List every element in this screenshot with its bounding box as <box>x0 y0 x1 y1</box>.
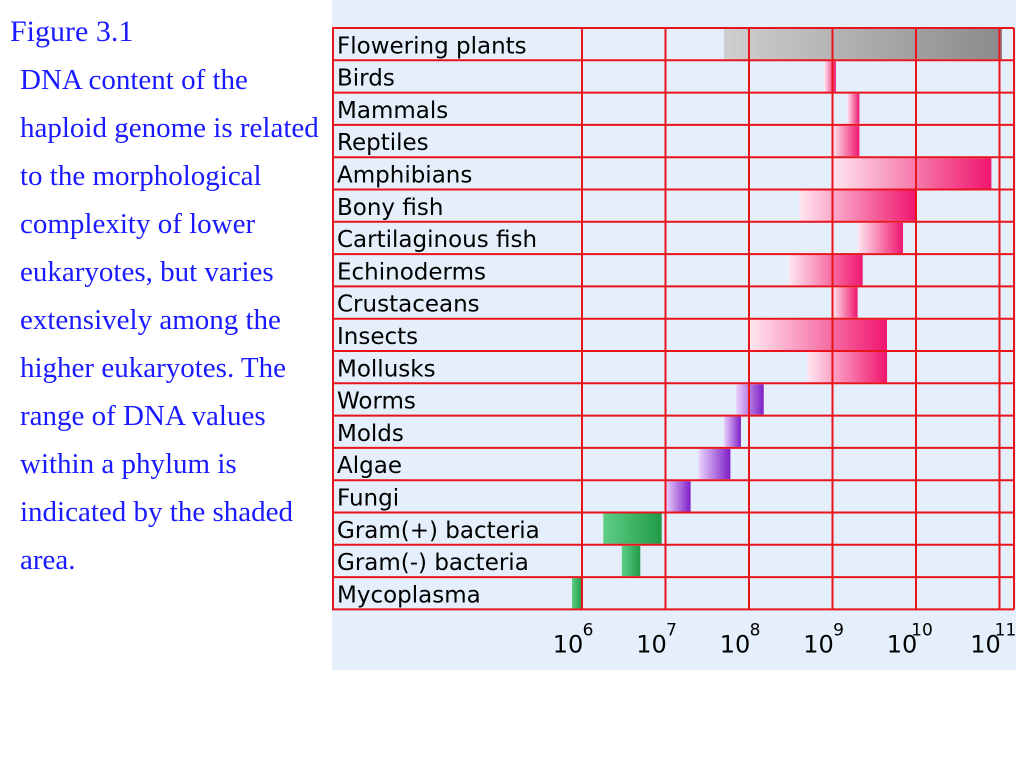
range-bar-bony-fish <box>799 190 916 221</box>
x-tick-exponent: 6 <box>583 620 594 640</box>
x-tick-base: 10 <box>887 630 918 658</box>
row-label: Molds <box>337 421 404 447</box>
chart-panel: Flowering plants Birds Mammals Reptiles Amph… <box>332 0 1016 670</box>
x-tick-label: 10 6 <box>553 620 594 658</box>
range-bar-gram-bacteria <box>603 513 662 544</box>
bars-layer <box>572 29 1002 609</box>
range-bar-molds <box>723 416 741 447</box>
range-bar-gram-bacteria <box>621 545 641 577</box>
x-tick-label: 10 7 <box>636 620 677 658</box>
row-label: Gram(+) bacteria <box>337 518 540 544</box>
x-tick-base: 10 <box>553 630 584 658</box>
row-label: Crustaceans <box>337 292 480 318</box>
row-label: Mycoplasma <box>337 582 481 608</box>
x-tick-label: 10 9 <box>803 620 844 658</box>
range-bar-mycoplasma <box>572 578 582 609</box>
range-bar-echinoderms <box>788 255 863 286</box>
figure-description: DNA content of the haploid genome is rel… <box>20 64 319 576</box>
x-tick-exponent: 8 <box>750 620 761 640</box>
range-bar-amphibians <box>832 158 992 189</box>
x-tick-exponent: 9 <box>833 620 844 640</box>
row-label: Algae <box>337 453 402 479</box>
range-bar-reptiles <box>832 125 860 157</box>
row-label: Gram(-) bacteria <box>337 550 529 576</box>
x-tick-exponent: 10 <box>911 620 933 640</box>
genome-size-chart: Flowering plants Birds Mammals Reptiles Amph… <box>332 27 1016 658</box>
range-bar-flowering-plants <box>723 29 1002 60</box>
row-label: Amphibians <box>337 163 472 189</box>
row-label: Birds <box>337 66 395 92</box>
range-bar-fungi <box>665 481 691 512</box>
figure-caption: Figure 3.1 DNA content of the haploid ge… <box>10 8 335 584</box>
row-label: Insects <box>337 324 418 350</box>
range-bar-mollusks <box>807 352 888 383</box>
x-tick-base: 10 <box>803 630 834 658</box>
x-tick-base: 10 <box>970 630 1001 658</box>
range-bar-mammals <box>847 93 860 124</box>
x-tick-label: 10 8 <box>720 620 761 658</box>
row-label: Reptiles <box>337 130 429 156</box>
range-bar-crustaceans <box>832 287 858 318</box>
row-label: Cartilaginous fish <box>337 227 537 253</box>
row-label: Mollusks <box>337 356 436 382</box>
range-bar-birds <box>824 61 836 92</box>
row-label: Worms <box>337 389 416 415</box>
row-label: Echinoderms <box>337 259 486 285</box>
row-label: Mammals <box>337 98 448 124</box>
row-label: Fungi <box>337 486 399 512</box>
range-bar-algae <box>698 448 731 480</box>
row-label: Flowering plants <box>337 33 527 59</box>
x-tick-base: 10 <box>720 630 751 658</box>
x-tick-base: 10 <box>636 630 667 658</box>
x-tick-exponent: 7 <box>666 620 677 640</box>
range-bar-cartilaginous-fish <box>857 222 903 254</box>
row-labels-layer: Flowering plants Birds Mammals Reptiles Amph… <box>337 33 540 608</box>
row-label: Bony fish <box>337 195 443 221</box>
range-bar-insects <box>749 319 887 350</box>
x-tick-exponent: 11 <box>995 620 1016 640</box>
grid-layer <box>332 27 1015 611</box>
figure-title: Figure 3.1 <box>10 15 134 48</box>
